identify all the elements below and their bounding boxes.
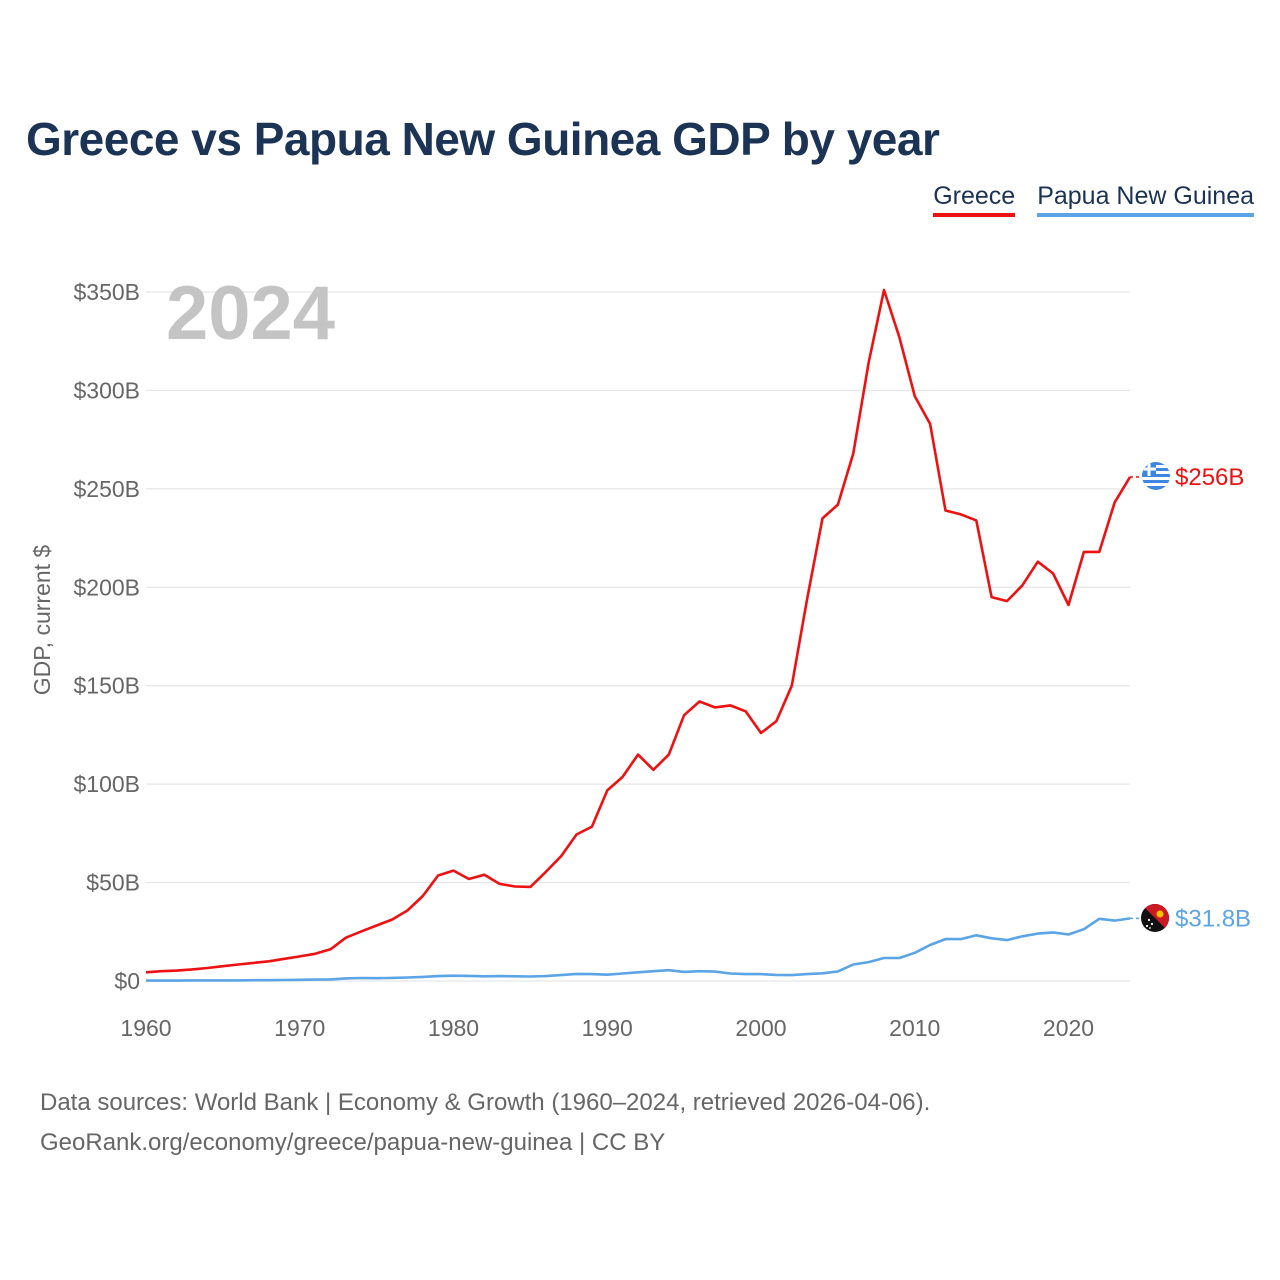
- papua-new-guinea-flag-icon: [1141, 904, 1169, 932]
- series-end-labels: $256B $31.8B: [1130, 464, 1251, 932]
- x-tick-label: 1980: [428, 1015, 479, 1041]
- end-value-label-papua-new-guinea: $31.8B: [1175, 905, 1251, 932]
- legend: Greece Papua New Guinea: [933, 182, 1254, 217]
- y-tick-label: $100B: [73, 771, 140, 797]
- y-tick-label: $200B: [73, 574, 140, 600]
- y-axis-label: GDP, current $: [29, 545, 55, 696]
- y-axis-ticks: $0 $50B $100B $150B $200B $250B $300B $350B: [73, 279, 140, 994]
- y-tick-label: $0: [114, 968, 140, 994]
- series-line-papua-new-guinea: [146, 917, 1131, 982]
- end-value-label-greece: $256B: [1175, 464, 1244, 491]
- legend-item-greece[interactable]: Greece: [933, 182, 1016, 217]
- legend-item-papua-new-guinea[interactable]: Papua New Guinea: [1037, 182, 1254, 217]
- x-tick-label: 1970: [274, 1015, 325, 1041]
- x-tick-label: 1990: [582, 1015, 633, 1041]
- x-tick-label: 1960: [120, 1015, 171, 1041]
- x-axis-ticks: 1960 1970 1980 1990 2000 2010 2020: [120, 1015, 1094, 1041]
- gdp-line-chart: $0 $50B $100B $150B $200B $250B $300B $350B 196…: [29, 271, 1251, 1041]
- y-tick-label: $150B: [73, 673, 140, 699]
- footer: Data sources: World Bank | Economy & Gro…: [40, 1083, 930, 1163]
- y-tick-label: $300B: [73, 377, 140, 403]
- y-tick-label: $50B: [86, 870, 140, 896]
- y-tick-label: $350B: [73, 279, 140, 305]
- greece-flag-icon: [1142, 462, 1170, 490]
- data-sources-text: Data sources: World Bank | Economy & Gro…: [40, 1089, 931, 1116]
- x-tick-label: 2020: [1043, 1015, 1094, 1041]
- source-link[interactable]: GeoRank.org/economy/greece/papua-new-gui…: [40, 1129, 666, 1156]
- series-line-greece: [145, 288, 1132, 974]
- year-watermark: 2024: [166, 271, 335, 356]
- x-tick-label: 2010: [889, 1015, 940, 1041]
- chart-title: Greece vs Papua New Guinea GDP by year: [26, 113, 940, 165]
- x-tick-label: 2000: [735, 1015, 786, 1041]
- y-tick-label: $250B: [73, 476, 140, 502]
- series-lines: [145, 288, 1132, 982]
- gridlines: [146, 291, 1130, 982]
